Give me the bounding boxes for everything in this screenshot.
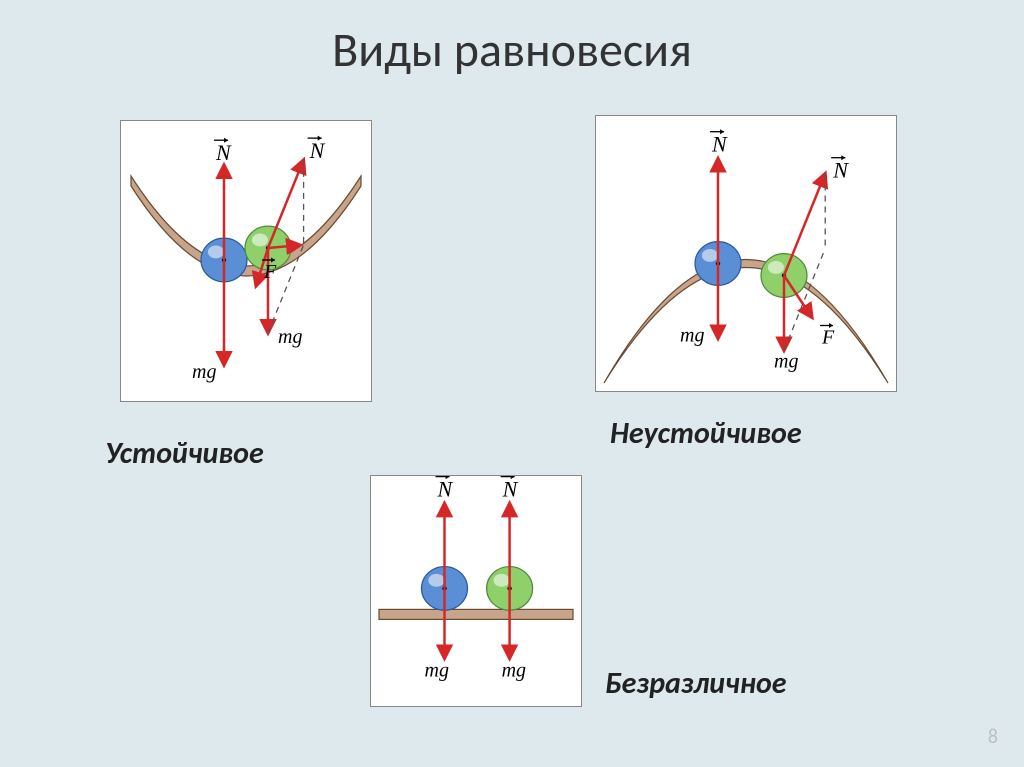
svg-text:N: N bbox=[832, 158, 849, 183]
page-title: Виды равновесия bbox=[0, 20, 1024, 79]
label-neutral: Безразличное bbox=[605, 665, 787, 702]
svg-text:N: N bbox=[502, 476, 519, 501]
svg-text:N: N bbox=[215, 140, 232, 165]
svg-text:mg⃗: mg⃗ bbox=[192, 361, 232, 383]
svg-text:mg⃗: mg⃗ bbox=[425, 659, 465, 681]
svg-text:mg⃗: mg⃗ bbox=[680, 325, 720, 347]
svg-text:N: N bbox=[437, 476, 454, 501]
panel-neutral: N Nmg⃗ mg⃗ bbox=[370, 475, 582, 707]
label-unstable: Неустойчивое bbox=[610, 415, 802, 452]
svg-text:mg⃗: mg⃗ bbox=[774, 351, 814, 373]
slide-number: 8 bbox=[988, 725, 998, 749]
diagram-unstable: N N Fmg⃗ mg⃗ bbox=[596, 116, 896, 391]
diagram-neutral: N Nmg⃗ mg⃗ bbox=[371, 476, 581, 706]
svg-text:mg⃗: mg⃗ bbox=[502, 659, 542, 681]
svg-text:mg⃗: mg⃗ bbox=[278, 326, 318, 348]
diagram-stable: N N Fmg⃗ mg⃗ bbox=[121, 121, 371, 401]
svg-text:F: F bbox=[821, 327, 835, 349]
svg-text:N: N bbox=[711, 132, 728, 157]
svg-text:F: F bbox=[263, 261, 277, 283]
panel-stable: N N Fmg⃗ mg⃗ bbox=[120, 120, 372, 402]
label-stable: Устойчивое bbox=[105, 435, 264, 472]
panel-unstable: N N Fmg⃗ mg⃗ bbox=[595, 115, 897, 392]
svg-text:N: N bbox=[309, 138, 326, 163]
